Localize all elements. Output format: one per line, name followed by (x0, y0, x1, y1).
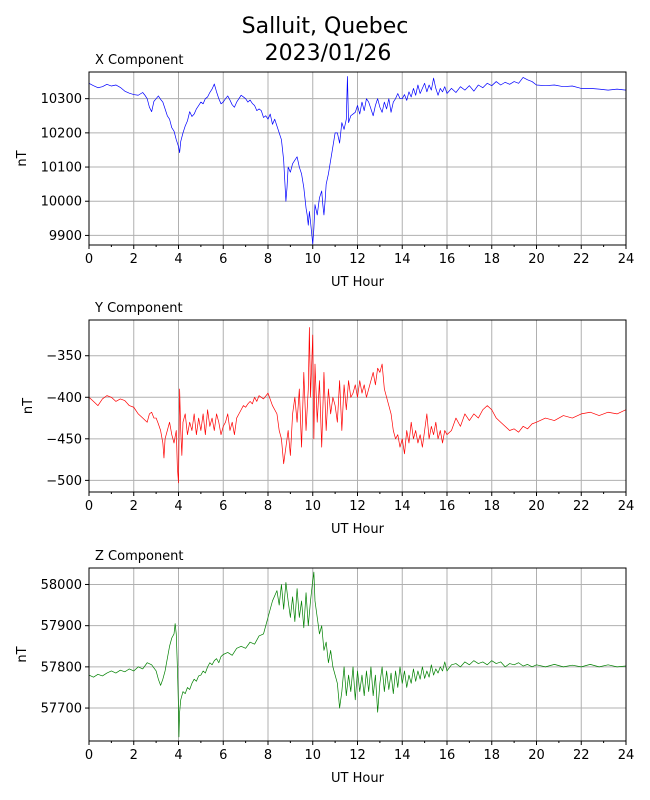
x-component-series-line (88, 76, 627, 245)
z-component-ytick-label-1: 57800 (41, 660, 82, 675)
z-component-xtick-label-11: 22 (573, 748, 590, 763)
y-component-xtick-label-10: 20 (528, 499, 545, 514)
x-component-ylabel: nT (15, 150, 30, 166)
z-component-xtick-label-0: 0 (85, 748, 93, 763)
z-component-xtick-label-10: 20 (528, 748, 545, 763)
z-component-ytick-label-0: 57700 (41, 702, 82, 717)
figure-title-line2: 2023/01/26 (265, 41, 392, 66)
z-component-xtick-label-6: 12 (349, 748, 366, 763)
x-component-xtick-label-4: 8 (264, 252, 272, 267)
z-component-xtick-label-4: 8 (264, 748, 272, 763)
y-component-xtick-label-4: 8 (264, 499, 272, 514)
y-component-xtick-label-6: 12 (349, 499, 366, 514)
x-component-xtick-label-10: 20 (528, 252, 545, 267)
z-component-xlabel: UT Hour (331, 771, 385, 786)
y-component-ytick-label-0: −350 (46, 349, 82, 364)
x-component-xtick-label-6: 12 (349, 252, 366, 267)
x-component-xtick-label-11: 22 (573, 252, 590, 267)
z-component-ytick-label-2: 57900 (41, 619, 82, 634)
z-component-ytick-label-3: 58000 (41, 578, 82, 593)
x-component-xtick-label-2: 4 (174, 252, 182, 267)
x-component-xlabel: UT Hour (331, 275, 385, 290)
z-component-xtick-label-2: 4 (174, 748, 182, 763)
figure-title-line1: Salluit, Quebec (242, 14, 409, 39)
z-component-xtick-label-5: 10 (304, 748, 321, 763)
y-component-xtick-label-7: 14 (394, 499, 411, 514)
z-component-xtick-label-8: 16 (439, 748, 456, 763)
x-component-ytick-label-3: 10200 (41, 126, 82, 141)
y-component-xtick-label-11: 22 (573, 499, 590, 514)
x-component-xtick-label-5: 10 (304, 252, 321, 267)
x-component-ytick-label-2: 10100 (41, 161, 82, 176)
x-component-xtick-label-1: 2 (130, 252, 138, 267)
z-component-panel: 0 2 4 6 8 10 12 14 16 18 20 22 245770057800579005800… (15, 549, 634, 786)
y-component-xtick-label-0: 0 (85, 499, 93, 514)
y-component-title: Y Component (94, 301, 183, 316)
x-component-xtick-label-8: 16 (439, 252, 456, 267)
y-component-xtick-label-8: 16 (439, 499, 456, 514)
y-component-ylabel: nT (21, 398, 36, 414)
y-component-xtick-label-3: 6 (219, 499, 227, 514)
y-component-xtick-label-2: 4 (174, 499, 182, 514)
x-component-xtick-label-0: 0 (85, 252, 93, 267)
y-component-xtick-label-9: 18 (483, 499, 500, 514)
x-component-ytick-label-4: 10300 (41, 92, 82, 107)
y-component-xtick-label-12: 24 (618, 499, 635, 514)
z-component-xtick-label-12: 24 (618, 748, 635, 763)
z-component-xtick-label-7: 14 (394, 748, 411, 763)
z-component-xtick-label-9: 18 (483, 748, 500, 763)
z-component-ylabel: nT (15, 646, 30, 662)
x-component-ytick-label-0: 9900 (49, 229, 82, 244)
x-component-ytick-label-1: 10000 (41, 195, 82, 210)
z-component-title: Z Component (95, 549, 184, 564)
x-component-xtick-label-7: 14 (394, 252, 411, 267)
y-component-xtick-label-1: 2 (130, 499, 138, 514)
y-component-xlabel: UT Hour (331, 522, 385, 537)
y-component-xtick-label-5: 10 (304, 499, 321, 514)
z-component-series-line (88, 571, 627, 738)
y-component-ytick-label-3: −500 (46, 474, 82, 489)
x-component-xtick-label-12: 24 (618, 252, 635, 267)
z-component-xtick-label-3: 6 (219, 748, 227, 763)
y-component-ytick-label-1: −400 (46, 391, 82, 406)
x-component-panel: 0 2 4 6 8 10 12 14 16 18 20 22 249900100001010010200… (15, 53, 634, 290)
y-component-series-line (88, 327, 627, 484)
x-component-title: X Component (95, 53, 184, 68)
z-component-xtick-label-1: 2 (130, 748, 138, 763)
x-component-xtick-label-3: 6 (219, 252, 227, 267)
y-component-ytick-label-2: −450 (46, 432, 82, 447)
x-component-xtick-label-9: 18 (483, 252, 500, 267)
